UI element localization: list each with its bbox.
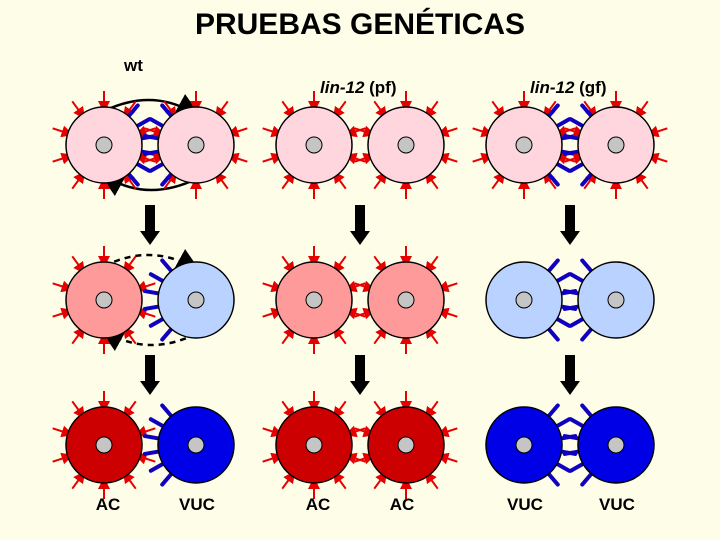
- label-wt-right: VUC: [172, 495, 222, 515]
- label-wt-left: AC: [88, 495, 128, 515]
- label-gf-right: VUC: [592, 495, 642, 515]
- label-pf-left: AC: [298, 495, 338, 515]
- label-gf-left: VUC: [500, 495, 550, 515]
- diagram-svg: [0, 0, 720, 540]
- label-pf-right: AC: [382, 495, 422, 515]
